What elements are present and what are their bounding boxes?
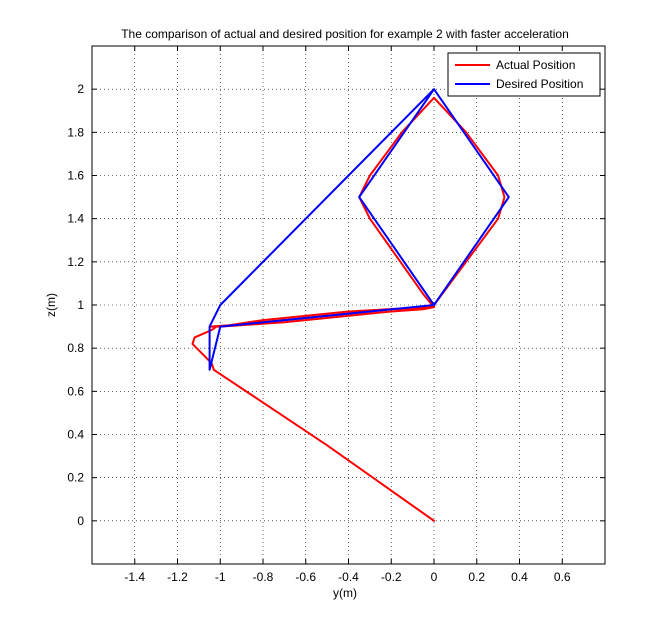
- y-axis-label: z(m): [44, 293, 58, 317]
- y-tick-label: 0.8: [67, 341, 84, 355]
- series-line-desired-position: [208, 88, 510, 371]
- legend: Actual Position Desired Position: [447, 52, 601, 97]
- y-tick-label: 0: [77, 514, 84, 528]
- x-tick-labels: -1.4 -1.2 -1 -0.8 -0.6 -0.4 -0.2 0 0.2 0.4 0.6: [124, 570, 571, 584]
- y-tick-label: 0.4: [67, 428, 84, 442]
- x-tick-label: 0.4: [511, 570, 528, 584]
- x-tick-label: -1.2: [167, 570, 188, 584]
- x-tick-label: 0.2: [468, 570, 485, 584]
- x-tick-label: 0.6: [554, 570, 571, 584]
- x-axis-label: y(m): [333, 586, 357, 600]
- y-tick-label: 1.8: [67, 125, 84, 139]
- y-tick-label: 0.6: [67, 384, 84, 398]
- y-tick-labels: 0 0.2 0.4 0.6 0.8 1 1.2 1.4 1.6 1.8 2: [67, 82, 84, 528]
- legend-label-actual-position: Actual Position: [496, 58, 575, 72]
- x-tick-label: -1: [215, 570, 226, 584]
- tick-marks: [92, 46, 605, 564]
- chart-title: The comparison of actual and desired pos…: [121, 27, 569, 41]
- x-tick-label: 0: [431, 570, 438, 584]
- legend-label-desired-position: Desired Position: [496, 77, 583, 91]
- plot-area: [91, 45, 606, 565]
- y-tick-label: 2: [77, 82, 84, 96]
- y-tick-label: 1.4: [67, 212, 84, 226]
- x-tick-label: -0.2: [381, 570, 402, 584]
- y-tick-label: 1.2: [67, 255, 84, 269]
- legend-box: [447, 52, 601, 97]
- x-tick-label: -1.4: [124, 570, 145, 584]
- x-tick-label: -0.8: [253, 570, 274, 584]
- y-tick-label: 1: [77, 298, 84, 312]
- series-lines: [191, 88, 510, 522]
- y-tick-label: 1.6: [67, 169, 84, 183]
- x-tick-label: -0.6: [295, 570, 316, 584]
- y-tick-label: 0.2: [67, 471, 84, 485]
- x-tick-label: -0.4: [338, 570, 359, 584]
